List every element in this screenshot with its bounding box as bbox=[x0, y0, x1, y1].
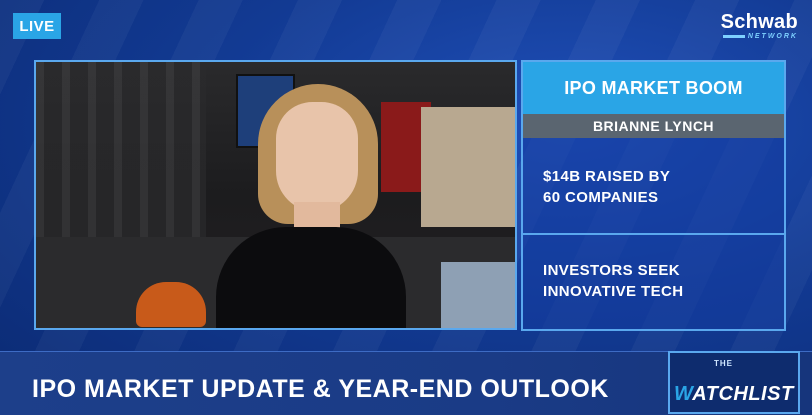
studio-panel bbox=[421, 107, 515, 227]
card-item-line: $14B RAISED BY bbox=[543, 168, 671, 185]
network-sub: NETWORK bbox=[721, 33, 798, 40]
card-item-line: INVESTORS SEEK bbox=[543, 262, 681, 279]
card-presenter-name: BRIANNE LYNCH bbox=[523, 114, 784, 138]
show-logo-rest: ATCHLIST bbox=[692, 383, 794, 405]
show-logo: THE WATCHLIST bbox=[668, 351, 800, 414]
presenter-body bbox=[216, 227, 406, 328]
card-item: $14B RAISED BY 60 COMPANIES bbox=[523, 138, 784, 233]
video-feed bbox=[34, 60, 517, 330]
studio-hat bbox=[136, 282, 206, 327]
studio-rig bbox=[36, 62, 206, 262]
network-logo: Schwab NETWORK bbox=[721, 12, 798, 40]
card-item-line: 60 COMPANIES bbox=[543, 189, 659, 206]
logo-bar bbox=[722, 34, 745, 38]
card-item: INVESTORS SEEK INNOVATIVE TECH bbox=[523, 233, 784, 329]
network-brand: Schwab bbox=[720, 11, 798, 33]
info-card: IPO MARKET BOOM BRIANNE LYNCH $14B RAISE… bbox=[521, 60, 786, 331]
studio-chair bbox=[441, 262, 515, 328]
live-badge: LIVE bbox=[13, 13, 61, 39]
show-logo-name: WATCHLIST bbox=[674, 383, 794, 406]
presenter-face bbox=[276, 102, 358, 212]
card-title: IPO MARKET BOOM bbox=[523, 62, 784, 114]
show-logo-the: THE bbox=[714, 359, 733, 368]
card-item-line: INNOVATIVE TECH bbox=[543, 283, 684, 300]
headline: IPO MARKET UPDATE & YEAR-END OUTLOOK bbox=[32, 375, 609, 403]
show-logo-w: W bbox=[674, 383, 693, 405]
network-sub-text: NETWORK bbox=[747, 33, 798, 40]
